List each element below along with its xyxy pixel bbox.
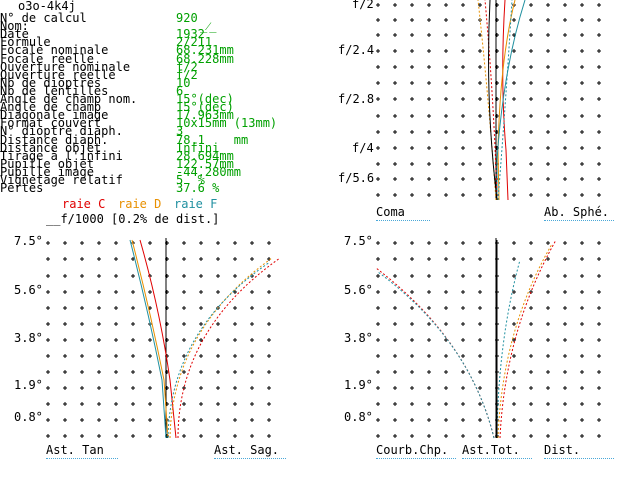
curve-coma-c [484, 0, 498, 201]
param-label: Format couvert [0, 116, 102, 131]
param-value: f/2 [176, 67, 198, 82]
curve-coma-d [477, 0, 497, 201]
ast-tot-label: Ast.Tot. [462, 443, 532, 459]
curve-tan-c [139, 239, 177, 439]
param-label: Diagonale image [0, 108, 109, 123]
param-value: 2/211 [176, 35, 213, 50]
param-label: N° dioptre diaph. [0, 124, 123, 139]
param-label: Nb de dioptres [0, 75, 102, 90]
ast-ylabel-2: 3.8° [14, 331, 43, 345]
param-value: 6 [176, 83, 184, 98]
coma-label: Coma [376, 205, 430, 221]
param-label: Pupille objet [0, 156, 94, 171]
scale-note-text: f/1000 [0.2% de dist.] [60, 212, 220, 226]
param-label: Distance objet [0, 140, 102, 155]
ast-sag-label: Ast. Sag. [214, 443, 286, 459]
window-title: o3o-4k4j [18, 0, 76, 13]
param-label: Nom: [0, 19, 29, 34]
coma-ylabel-4: f/5.6 [338, 171, 375, 185]
param-label: Nb de lentilles [0, 83, 109, 98]
param-value: Infini [176, 140, 220, 155]
param-label: Tirage à l'infini [0, 148, 123, 163]
curve-coma-ref [488, 0, 498, 201]
param-label: Angle de champ nom. [0, 92, 138, 106]
param-label: Focale nominale [0, 43, 109, 58]
param-label: Ouverture réelle [0, 67, 116, 82]
courb-chp-label: Courb.Chp. [376, 443, 456, 459]
curve-sph-c [502, 0, 509, 201]
param-value: 15°(dec) [176, 92, 234, 106]
legend-raie-c: raie C [62, 197, 106, 211]
curve-tot-d [497, 243, 553, 439]
param-value: 17.963mm [176, 108, 234, 123]
param-value: 10 [176, 75, 191, 90]
param-label: Pupille image [0, 164, 94, 179]
param-label: Ouverture nominale [0, 59, 131, 74]
curve-tot-f [496, 259, 521, 439]
param-label: Date [0, 27, 29, 42]
curv-ylabel-2: 3.8° [344, 331, 373, 345]
coma-ylabel-0: f/2 [352, 0, 374, 11]
legend-raie-f: raie F [174, 197, 218, 211]
param-label: N° de calcul [0, 11, 87, 25]
nom-mark: _⁄_ [200, 19, 217, 33]
curve-sag-d [169, 257, 273, 439]
legend-raie-d: raie D [118, 197, 162, 211]
curv-ylabel-4: 0.8° [344, 410, 373, 424]
param-value: 1932 [176, 27, 205, 42]
param-value: 3 [176, 124, 184, 139]
param-value: 10x15mm (13mm) [176, 116, 278, 131]
param-label: Formule [0, 35, 51, 50]
curve-coma-f [497, 0, 513, 201]
curv-ylabel-3: 1.9° [344, 378, 373, 392]
param-value: 37.6 % [176, 181, 220, 196]
param-value: -44.280mm [176, 164, 242, 179]
param-label: Distance diaph. [0, 132, 109, 147]
curve-tan-f [129, 239, 167, 439]
curve-sag-c [177, 257, 281, 439]
ab-sphe-label: Ab. Sphé. [544, 205, 614, 221]
curve-sag-f [167, 261, 271, 439]
coma-ylabel-2: f/2.8 [338, 92, 375, 106]
param-value: 5 % [176, 173, 205, 187]
ast-ylabel-3: 1.9° [14, 378, 43, 392]
param-value: 68.228mm [176, 51, 234, 66]
param-value: 78.1 mm [176, 132, 249, 147]
param-value: 15°(dec) [176, 100, 234, 115]
curve-curv-c [375, 267, 495, 439]
param-value: 122.57mm [176, 156, 234, 171]
scale-note: __f/1000 [0.2% de dist.] [46, 212, 220, 226]
curv-ylabel-1: 5.6° [344, 283, 373, 297]
dist-label: Dist. [544, 443, 614, 459]
param-label: Angle de champ [0, 100, 102, 115]
curve-sph-f [496, 0, 526, 200]
param-label: Focale réelle [0, 51, 94, 66]
curve-curv-f [377, 271, 495, 439]
ast-ylabel-0: 7.5° [14, 234, 43, 248]
coma-ylabel-3: f/4 [352, 141, 374, 155]
param-value: 920 [176, 11, 198, 25]
ast-ylabel-1: 5.6° [14, 283, 43, 297]
ast-tan-label: Ast. Tan [46, 443, 118, 459]
curv-ylabel-0: 7.5° [344, 234, 373, 248]
param-value: f/2 [176, 59, 198, 74]
ast-ylabel-4: 0.8° [14, 410, 43, 424]
curve-tan-d [131, 239, 169, 439]
param-label: Vignetage relatif [0, 173, 123, 187]
param-value: 68.231mm [176, 43, 234, 58]
curve-tot-c [499, 239, 557, 439]
param-value: 28.694mm [176, 148, 234, 163]
coma-ylabel-1: f/2.4 [338, 43, 375, 57]
param-label: Pertes [0, 181, 44, 196]
